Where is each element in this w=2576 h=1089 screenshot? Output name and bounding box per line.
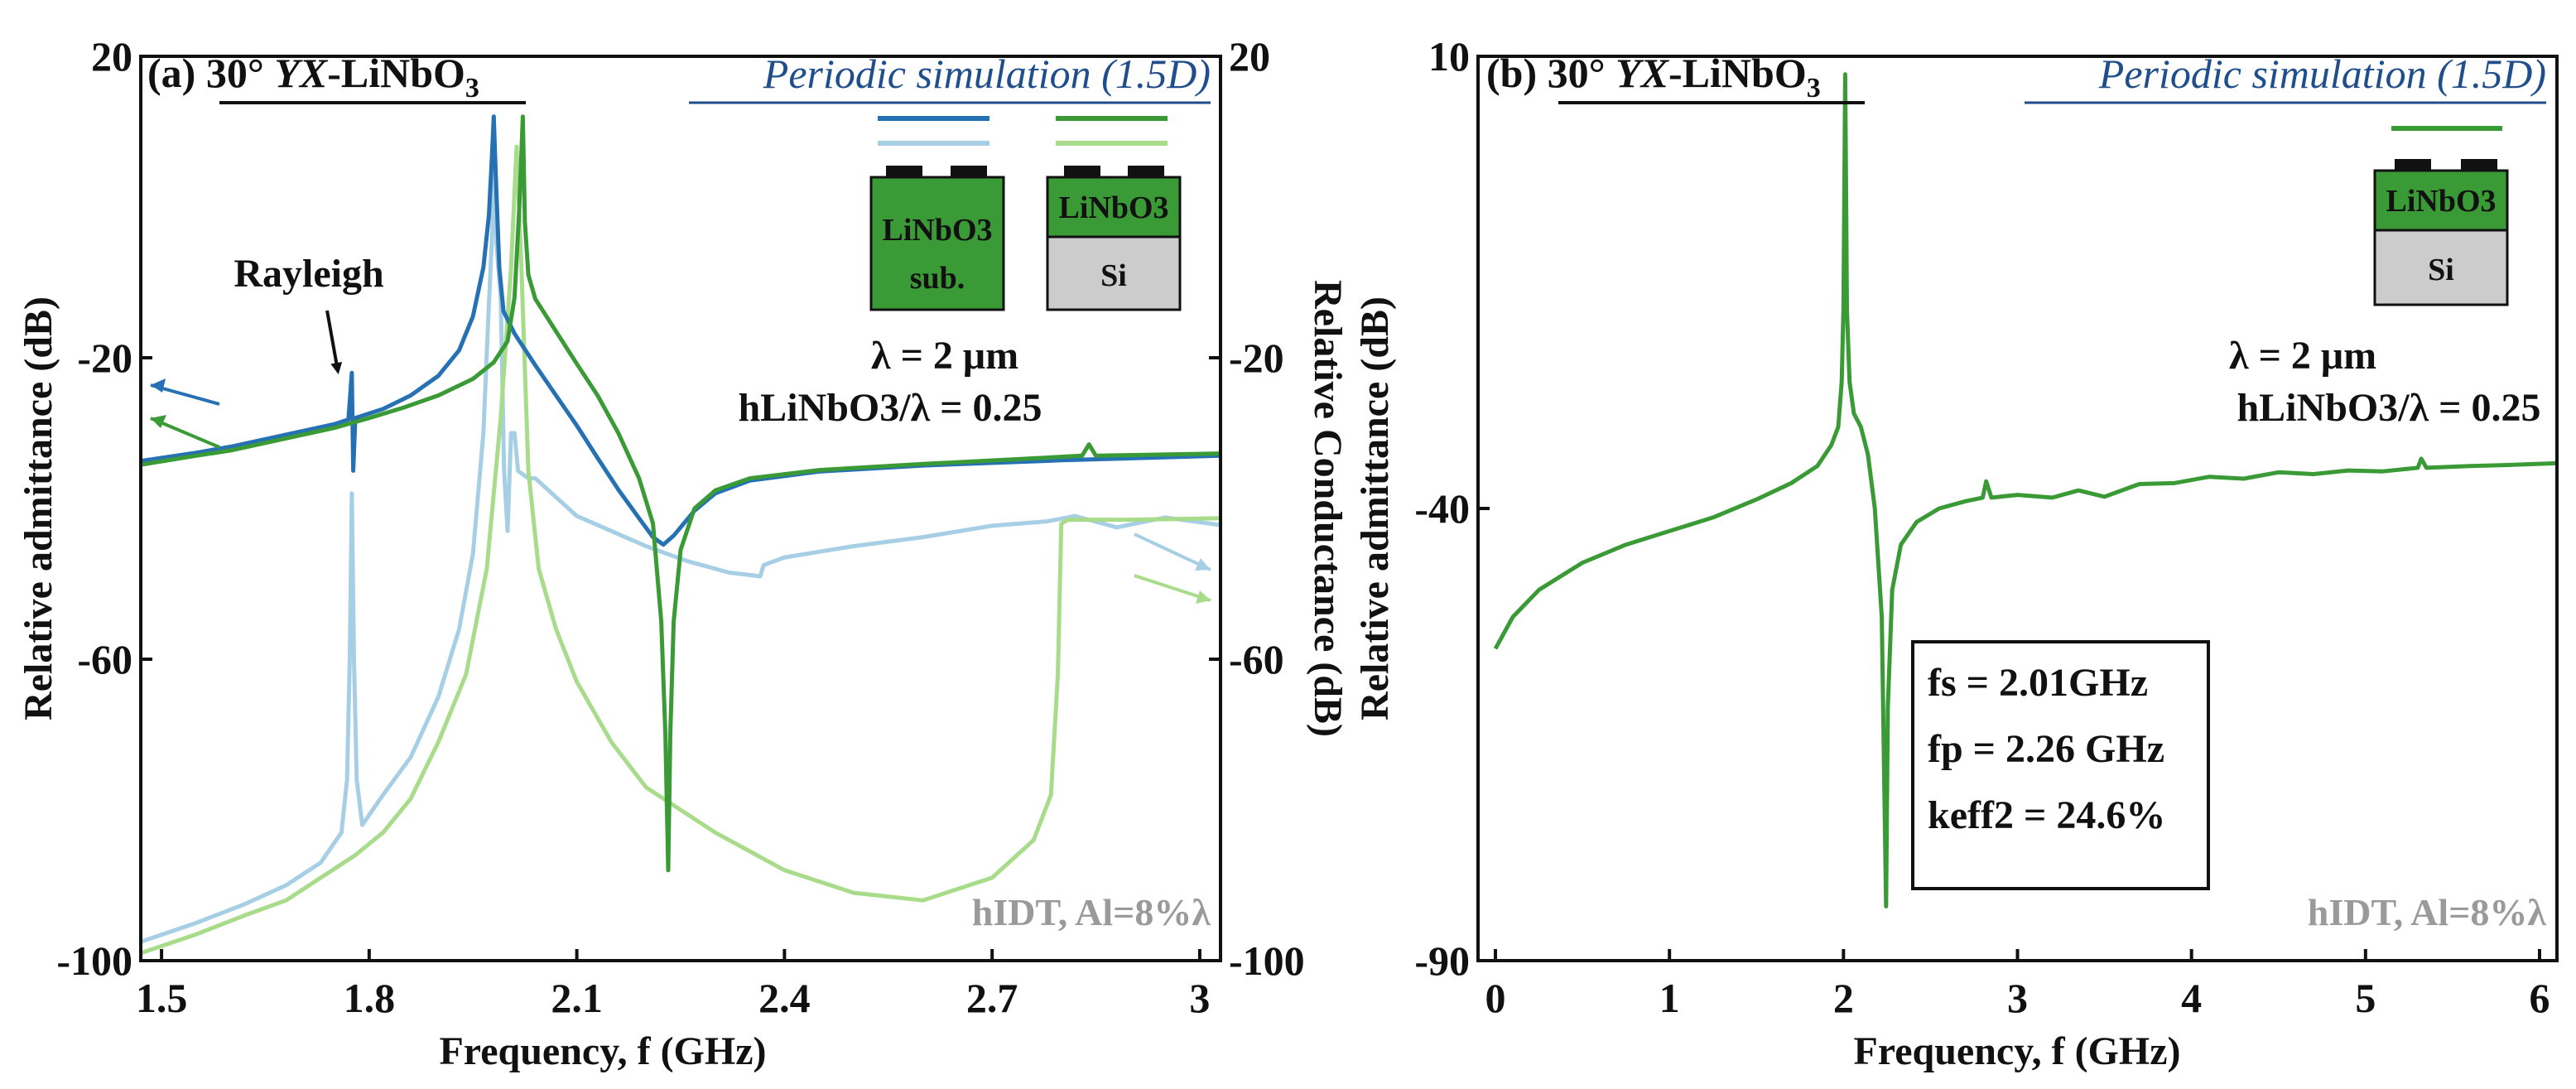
panel-a-y2label: Relative Conductance (dB) <box>1306 280 1350 737</box>
panel-a-series-admittance-si <box>141 114 1221 873</box>
y2-tick-label: -100 <box>1229 937 1305 984</box>
panel-a: 1.5 1.8 2.1 2.4 2.7 3 20 -20 -60 -100 20 -20 -60 -100… <box>17 33 1350 1073</box>
electrode-a2 <box>951 166 987 177</box>
inset-b-film-label: LiNbO3 <box>2386 184 2496 219</box>
panel-a-series-conductance-si <box>141 144 1221 956</box>
y2-tick-label: 20 <box>1229 33 1270 80</box>
electrode-a4 <box>1128 166 1164 177</box>
x-tick-label: 6 <box>2529 975 2550 1021</box>
panel-a-h-ratio: hLiNbO3/λ = 0.25 <box>738 386 1042 430</box>
inset-linbo3-substrate <box>869 176 1005 311</box>
right-axis-arrowhead-green <box>1196 590 1211 604</box>
inset-b-si-substrate <box>2373 229 2509 306</box>
y-tick-label: 20 <box>91 33 132 80</box>
x-tick-label: 2 <box>1833 975 1854 1021</box>
inset-si-substrate <box>1046 235 1182 311</box>
panel-b-hidt: hIDT, Al=8%λ <box>2308 891 2547 933</box>
panel-b: 0 1 2 3 4 5 6 10 -40 -90 (b) 30° YX-LiNbO3 Period… <box>1353 33 2559 1073</box>
panel-b-title: (b) 30° YX-LiNbO3 <box>1486 50 1821 104</box>
inset-b-linbo3-film <box>2373 169 2509 232</box>
y-tick-label: -20 <box>77 335 132 381</box>
panel-b-xlabel: Frequency, f (GHz) <box>1853 1029 2180 1073</box>
panel-a-title: (a) 30° YX-LiNbO3 <box>147 50 479 104</box>
x-tick-label: 2.1 <box>551 975 603 1021</box>
inset-b-si-label: Si <box>2428 253 2454 287</box>
inset-film-label: LiNbO3 <box>1058 190 1168 225</box>
x-tick-label: 2.4 <box>758 975 811 1021</box>
y-tick-label: 10 <box>1428 33 1470 80</box>
electrode-b1 <box>2395 159 2431 171</box>
panel-b-series-admittance-si <box>1493 72 2557 908</box>
resonance-params-box <box>1911 640 2210 890</box>
y-tick-label: -100 <box>56 937 132 984</box>
panel-a-xlabel: Frequency, f (GHz) <box>439 1029 766 1073</box>
fs-value: fs = 2.01GHz <box>1928 661 2148 705</box>
inset-substrate-label: LiNbO3 <box>882 213 992 248</box>
x-tick-label: 1.8 <box>344 975 396 1021</box>
y-tick-label: -60 <box>77 636 132 682</box>
right-axis-arrow-green <box>1134 574 1211 602</box>
y2-tick-label: -20 <box>1229 335 1284 381</box>
panel-a-ticks: 1.5 1.8 2.1 2.4 2.7 3 20 -20 -60 -100 20 -20 -60 -100 <box>56 33 1304 1021</box>
x-tick-label: 4 <box>2181 975 2202 1021</box>
panel-b-ticks: 0 1 2 3 4 5 6 10 -40 -90 <box>1414 33 2550 1021</box>
panel-b-h-ratio: hLiNbO3/λ = 0.25 <box>2237 386 2540 430</box>
electrode-a3 <box>1064 166 1100 177</box>
panel-a-simulation-label: Periodic simulation (1.5D) <box>763 51 1211 97</box>
inset-substrate-sub-label: sub. <box>910 261 965 296</box>
x-tick-label: 3 <box>2007 975 2028 1021</box>
left-axis-arrowhead-green <box>151 415 166 428</box>
panel-b-lambda: λ = 2 μm <box>2229 334 2376 378</box>
y2-tick-label: -60 <box>1229 636 1284 682</box>
electrode-b2 <box>2461 159 2497 171</box>
x-tick-label: 1 <box>1659 975 1680 1021</box>
x-tick-label: 3 <box>1189 975 1210 1021</box>
electrode-a1 <box>886 166 922 177</box>
right-axis-arrowhead-blue <box>1195 558 1211 571</box>
panel-a-frame <box>139 55 1222 962</box>
panel-a-lambda: λ = 2 μm <box>871 334 1018 378</box>
keff-value: keff2 = 24.6% <box>1928 793 2165 837</box>
panel-a-ylabel: Relative admittance (dB) <box>17 296 60 720</box>
y-tick-label: -40 <box>1414 485 1470 532</box>
panel-b-simulation-label: Periodic simulation (1.5D) <box>2098 51 2546 97</box>
y-tick-label: -90 <box>1414 937 1470 984</box>
panel-a-series-conductance-sub <box>141 114 1221 944</box>
rayleigh-label: Rayleigh <box>234 252 383 296</box>
panel-a-series-admittance-sub <box>141 114 1221 547</box>
x-tick-label: 2.7 <box>966 975 1018 1021</box>
x-tick-label: 0 <box>1485 975 1506 1021</box>
left-axis-arrowhead-blue <box>151 378 166 393</box>
x-tick-label: 1.5 <box>136 975 188 1021</box>
right-axis-arrow-blue <box>1134 532 1211 571</box>
x-tick-label: 5 <box>2355 975 2376 1021</box>
rayleigh-arrow <box>325 310 343 374</box>
panel-b-frame <box>1476 55 2559 962</box>
inset-linbo3-film <box>1046 176 1182 239</box>
panel-a-hidt: hIDT, Al=8%λ <box>972 891 1211 933</box>
fp-value: fp = 2.26 GHz <box>1928 727 2164 771</box>
panel-b-ylabel: Relative admittance (dB) <box>1353 296 1397 720</box>
inset-si-label: Si <box>1100 258 1127 293</box>
